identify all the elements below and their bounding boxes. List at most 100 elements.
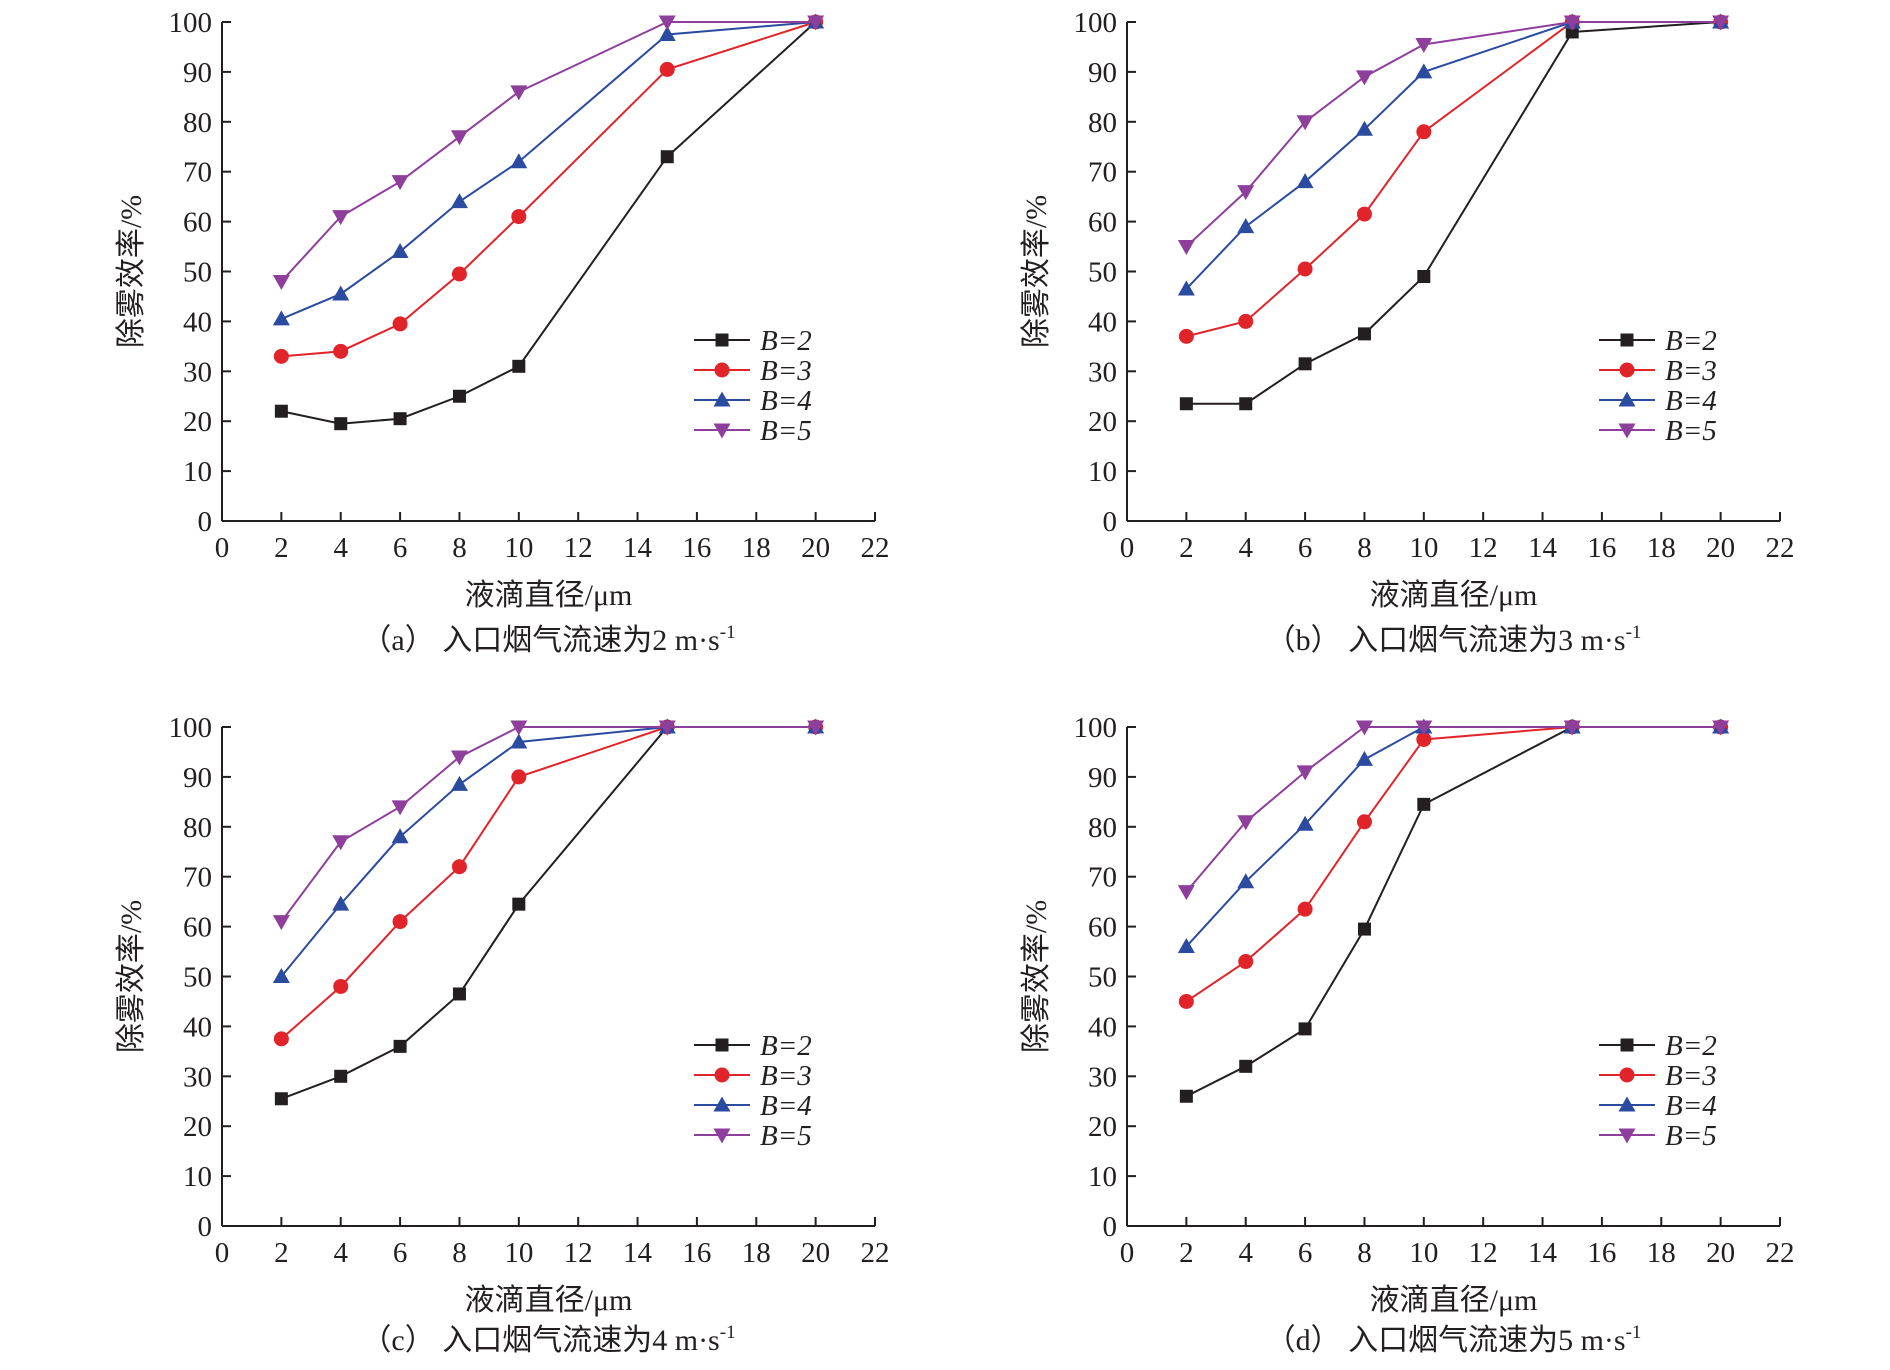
- data-point: [392, 316, 408, 332]
- y-tick-label: 0: [198, 1211, 213, 1243]
- x-tick-label: 10: [504, 1237, 533, 1269]
- data-point: [332, 285, 350, 301]
- y-tick-label: 40: [1088, 306, 1117, 338]
- x-tick-label: 0: [1120, 1237, 1135, 1269]
- chart-panel-b: 0 10 20 30 40 50 60 70 80 90 100 0 2 4 6 8 10 12 14 16 18 20 2…: [1020, 7, 1795, 612]
- y-tick-label: 0: [198, 506, 213, 538]
- data-point: [272, 915, 290, 931]
- series-b-4: [272, 718, 825, 983]
- legend-label: B=4: [1665, 385, 1717, 417]
- series-line: [281, 726, 816, 1100]
- x-tick-label: 10: [1409, 1237, 1438, 1269]
- series-b-5: [272, 15, 825, 290]
- x-tick-label: 2: [274, 1237, 289, 1269]
- x-tick-label: 0: [1120, 532, 1135, 564]
- y-tick-label: 10: [183, 1161, 212, 1193]
- x-tick-label: 12: [1469, 532, 1498, 564]
- y-tick-label: 70: [1088, 862, 1117, 894]
- series-b-3: [1178, 14, 1729, 344]
- data-point: [1237, 218, 1255, 234]
- caption-text: （a） 入口烟气流速为2 m·s: [361, 624, 719, 657]
- data-point: [1237, 815, 1255, 831]
- y-tick-label: 30: [183, 1061, 212, 1093]
- data-point: [1239, 1059, 1253, 1073]
- y-tick-label: 20: [1088, 1111, 1117, 1143]
- data-point: [1415, 63, 1433, 79]
- data-point: [1177, 938, 1195, 954]
- x-tick-label: 2: [1179, 532, 1194, 564]
- x-tick-label: 20: [1706, 1237, 1735, 1269]
- data-point: [511, 209, 527, 225]
- series-line: [280, 21, 816, 320]
- legend-marker: [1618, 1096, 1636, 1112]
- y-tick-label: 10: [1088, 456, 1117, 488]
- caption-superscript: -1: [720, 622, 736, 643]
- series-b-2: [274, 15, 823, 431]
- y-tick-label: 70: [1088, 157, 1117, 189]
- data-point: [1296, 815, 1314, 831]
- y-tick-label: 20: [183, 406, 212, 438]
- x-tick-label: 18: [742, 532, 771, 564]
- x-tick-label: 0: [215, 1237, 230, 1269]
- x-tick-label: 6: [393, 1237, 408, 1269]
- data-point: [510, 153, 528, 169]
- data-point: [510, 720, 528, 736]
- data-point: [1177, 885, 1195, 901]
- legend-label: B=2: [760, 1030, 812, 1062]
- data-point: [1178, 993, 1194, 1009]
- data-point: [273, 1031, 289, 1047]
- data-point: [510, 733, 528, 749]
- data-point: [1416, 731, 1432, 747]
- data-point: [1177, 240, 1195, 256]
- legend-marker: [1618, 391, 1636, 407]
- series-b-3: [273, 14, 824, 364]
- legend-marker: [713, 391, 731, 407]
- legend-label: B=2: [1665, 1030, 1717, 1062]
- x-tick-label: 18: [1647, 1237, 1676, 1269]
- data-point: [391, 243, 409, 259]
- legend-marker: [1620, 333, 1634, 347]
- caption-superscript: -1: [1626, 622, 1642, 643]
- y-axis-label: 除雾效率/%: [115, 900, 148, 1053]
- legend: B=2B=3B=4B=5: [694, 325, 812, 447]
- legend-label: B=2: [1665, 325, 1717, 357]
- x-axis-label: 液滴直径/μm: [465, 579, 633, 612]
- series-b-5: [1177, 720, 1730, 901]
- caption-text: （d） 入口烟气流速为5 m·s: [1266, 1324, 1626, 1357]
- data-point: [1237, 185, 1255, 201]
- data-point: [273, 348, 289, 364]
- y-tick-label: 70: [183, 157, 212, 189]
- series-line: [280, 21, 816, 283]
- data-point: [1238, 954, 1254, 970]
- series-b-4: [1177, 718, 1730, 954]
- data-point: [392, 914, 408, 930]
- data-point: [452, 987, 466, 1001]
- panel-caption-b: （b） 入口烟气流速为3 m·s-1: [1266, 622, 1642, 657]
- series-line: [1186, 21, 1721, 338]
- x-tick-label: 22: [1766, 532, 1795, 564]
- series-b-3: [1178, 719, 1729, 1009]
- data-point: [1712, 15, 1730, 31]
- legend-marker: [1619, 1067, 1635, 1083]
- legend-label: B=5: [1665, 415, 1717, 447]
- x-tick-label: 4: [333, 1237, 348, 1269]
- x-axis-label: 液滴直径/μm: [1370, 579, 1538, 612]
- data-point: [658, 720, 676, 736]
- x-tick-label: 14: [623, 1237, 653, 1269]
- series-b-2: [274, 720, 823, 1106]
- legend-label: B=3: [1665, 355, 1717, 387]
- data-point: [512, 359, 526, 373]
- series-line: [1185, 726, 1721, 893]
- data-point: [512, 897, 526, 911]
- data-point: [450, 193, 468, 209]
- legend-label: B=4: [760, 385, 812, 417]
- legend-label: B=5: [760, 1120, 812, 1152]
- y-tick-label: 90: [183, 57, 212, 89]
- series-b-4: [272, 13, 825, 326]
- data-point: [450, 130, 468, 146]
- data-point: [807, 720, 825, 736]
- data-point: [393, 412, 407, 426]
- data-point: [1712, 720, 1730, 736]
- y-tick-label: 0: [1103, 506, 1118, 538]
